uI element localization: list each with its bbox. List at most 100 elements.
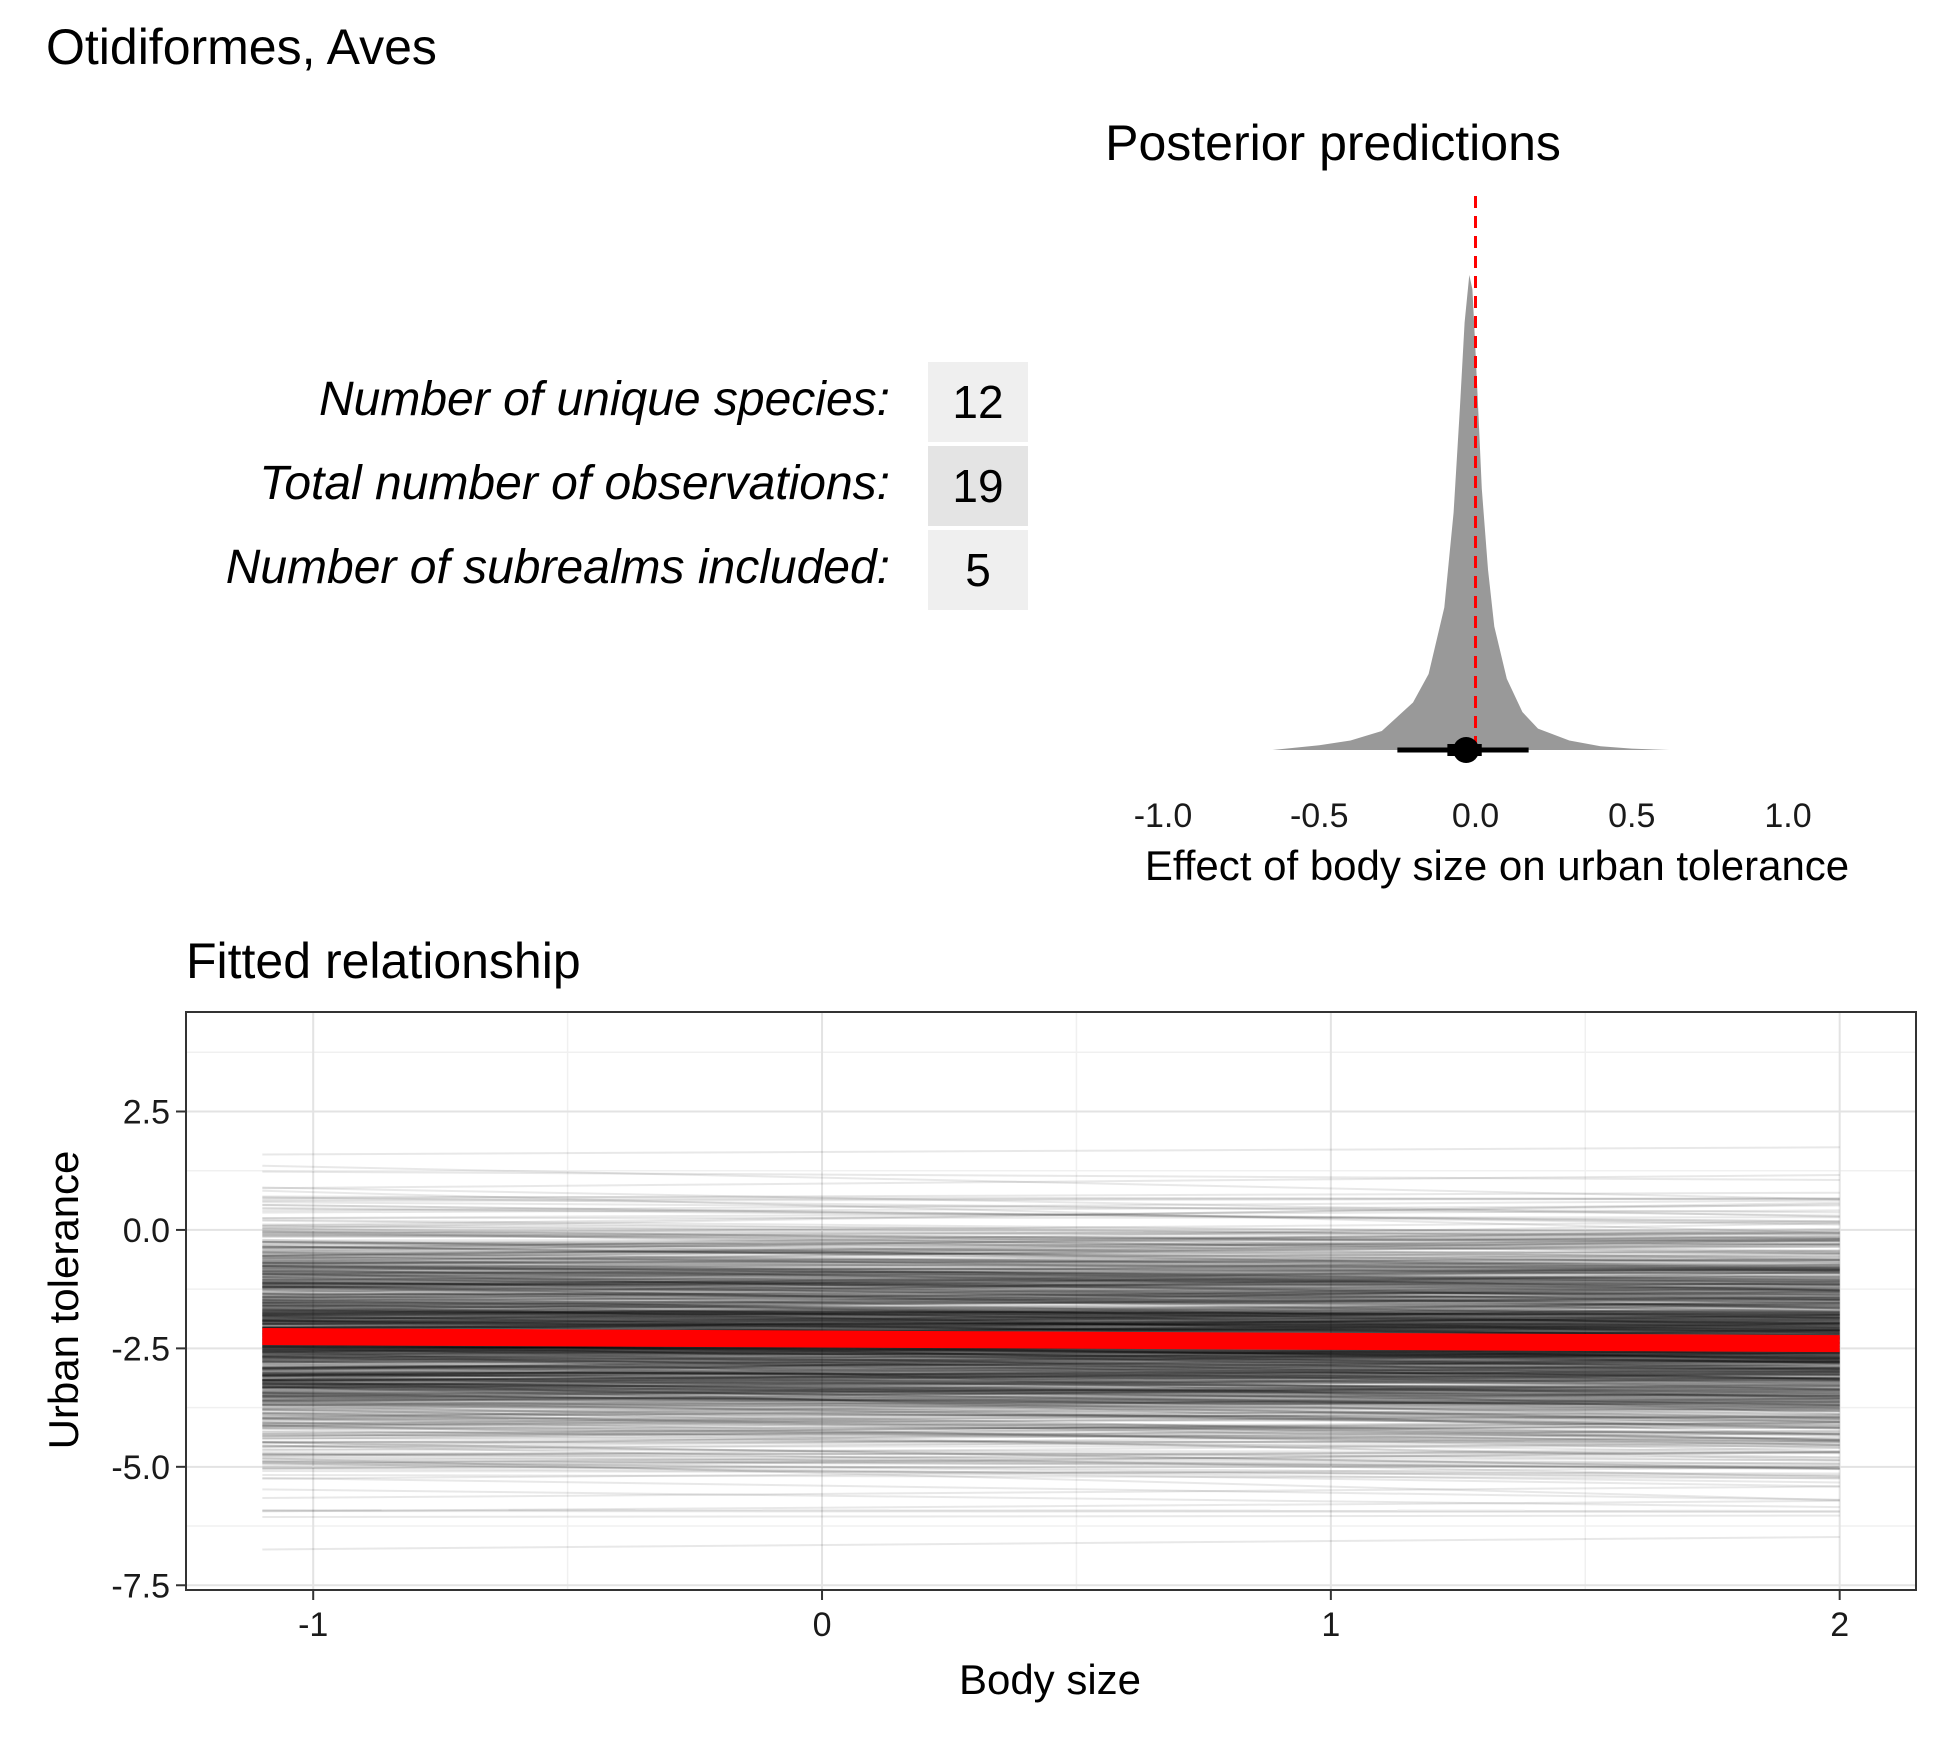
posterior-draw-line — [262, 1378, 1840, 1390]
posterior-draw-line — [262, 1308, 1840, 1316]
posterior-draw-line — [262, 1404, 1840, 1418]
posterior-draw-line — [262, 1239, 1840, 1250]
posterior-draw-line — [262, 1372, 1840, 1393]
posterior-draw-line — [262, 1231, 1840, 1252]
posterior-draw-line — [262, 1417, 1840, 1453]
posterior-draw-line — [262, 1344, 1840, 1357]
posterior-draw-line — [262, 1277, 1840, 1282]
posterior-draw-line — [262, 1298, 1840, 1304]
posterior-draw-line — [262, 1310, 1840, 1320]
posterior-draw-line — [262, 1207, 1840, 1223]
posterior-draw-line — [262, 1270, 1840, 1292]
posterior-draw-line — [262, 1377, 1840, 1387]
posterior-draw-line — [262, 1204, 1840, 1214]
posterior-draw-line — [262, 1426, 1840, 1430]
posterior-draw-line — [262, 1301, 1840, 1322]
posterior-draw-line — [262, 1270, 1840, 1275]
posterior-draw-line — [262, 1351, 1840, 1391]
fitted-x-axis-label: Body size — [959, 1656, 1141, 1703]
posterior-draw-line — [262, 1357, 1840, 1364]
posterior-draw-line — [262, 1354, 1840, 1368]
posterior-draw-line — [262, 1309, 1840, 1316]
posterior-draw-line — [262, 1312, 1840, 1323]
posterior-draw-line — [262, 1371, 1840, 1375]
posterior-draw-line — [262, 1355, 1840, 1363]
posterior-draw-line — [262, 1246, 1840, 1264]
posterior-draw-line — [262, 1382, 1840, 1398]
posterior-draw-line — [262, 1370, 1840, 1395]
posterior-draw-line — [262, 1309, 1840, 1325]
posterior-draw-line — [262, 1385, 1840, 1403]
y-tick-label: -7.5 — [111, 1567, 170, 1605]
posterior-draw-line — [262, 1308, 1840, 1330]
posterior-draw-line — [262, 1431, 1840, 1437]
posterior-draw-line — [262, 1273, 1840, 1298]
posterior-draw-line — [262, 1225, 1840, 1237]
posterior-draw-line — [262, 1314, 1840, 1325]
posterior-draw-line — [262, 1285, 1840, 1298]
posterior-draw-line — [262, 1350, 1840, 1373]
y-tick-label: -5.0 — [111, 1449, 170, 1487]
posterior-draw-line — [262, 1424, 1840, 1446]
posterior-draw-line — [262, 1344, 1840, 1356]
posterior-draw-line — [262, 1341, 1840, 1370]
posterior-draw-line — [262, 1349, 1840, 1362]
posterior-draw-line — [262, 1311, 1840, 1324]
posterior-draw-line — [262, 1278, 1840, 1295]
posterior-draw-line — [262, 1204, 1840, 1225]
posterior-draw-line — [262, 1292, 1840, 1300]
posterior-draw-line — [262, 1373, 1840, 1382]
posterior-draw-line — [262, 1285, 1840, 1304]
posterior-draw-line — [262, 1361, 1840, 1399]
posterior-draw-line — [262, 1240, 1840, 1270]
posterior-draw-line — [262, 1298, 1840, 1326]
posterior-draw-line — [262, 1348, 1840, 1361]
posterior-draw-line — [262, 1364, 1840, 1375]
posterior-draw-line — [262, 1298, 1840, 1309]
posterior-draw-line — [262, 1286, 1840, 1310]
posterior-draw-line — [262, 1351, 1840, 1370]
posterior-draw-line — [262, 1298, 1840, 1308]
posterior-draw-line — [262, 1349, 1840, 1415]
posterior-draw-line — [262, 1394, 1840, 1406]
posterior-draw-line — [262, 1348, 1840, 1356]
posterior-draw-line — [262, 1255, 1840, 1266]
posterior-draw-line — [262, 1383, 1840, 1404]
posterior-draw-line — [262, 1390, 1840, 1398]
posterior-draw-line — [262, 1351, 1840, 1365]
posterior-draw-line — [262, 1232, 1840, 1245]
posterior-draw-line — [262, 1320, 1840, 1333]
posterior-draw-line — [262, 1430, 1840, 1441]
posterior-draw-line — [262, 1322, 1840, 1326]
posterior-draw-line — [262, 1268, 1840, 1302]
posterior-draw-line — [262, 1265, 1840, 1298]
posterior-draw-line — [262, 1240, 1840, 1245]
posterior-draw-line — [262, 1403, 1840, 1418]
posterior-draw-line — [262, 1361, 1840, 1370]
posterior-draw-line — [262, 1278, 1840, 1292]
posterior-x-tick-label: -0.5 — [1290, 797, 1349, 835]
posterior-draw-line — [262, 1372, 1840, 1398]
posterior-draw-line — [262, 1383, 1840, 1398]
posterior-draw-line — [262, 1326, 1840, 1332]
posterior-draw-line — [262, 1353, 1840, 1369]
posterior-draw-line — [262, 1241, 1840, 1248]
posterior-draw-line — [262, 1381, 1840, 1398]
fitted-panel: Fitted relationship -1 0 1 22.50.0-2.5-5.0-… — [40, 933, 1917, 1703]
posterior-draw-line — [262, 1411, 1840, 1447]
posterior-draw-line — [262, 1277, 1840, 1297]
posterior-draw-line — [262, 1357, 1840, 1371]
posterior-draw-line — [262, 1271, 1840, 1283]
posterior-draw-line — [262, 1263, 1840, 1294]
posterior-draw-line — [262, 1288, 1840, 1293]
posterior-draw-line — [262, 1395, 1840, 1415]
posterior-draw-line — [262, 1373, 1840, 1378]
posterior-draw-line — [262, 1460, 1840, 1468]
posterior-draw-line — [262, 1316, 1840, 1330]
posterior-draw-line — [262, 1376, 1840, 1397]
posterior-draw-line — [262, 1297, 1840, 1301]
posterior-draw-line — [262, 1277, 1840, 1293]
posterior-draw-line — [262, 1272, 1840, 1309]
posterior-draw-line — [262, 1304, 1840, 1323]
posterior-draw-line — [262, 1382, 1840, 1398]
